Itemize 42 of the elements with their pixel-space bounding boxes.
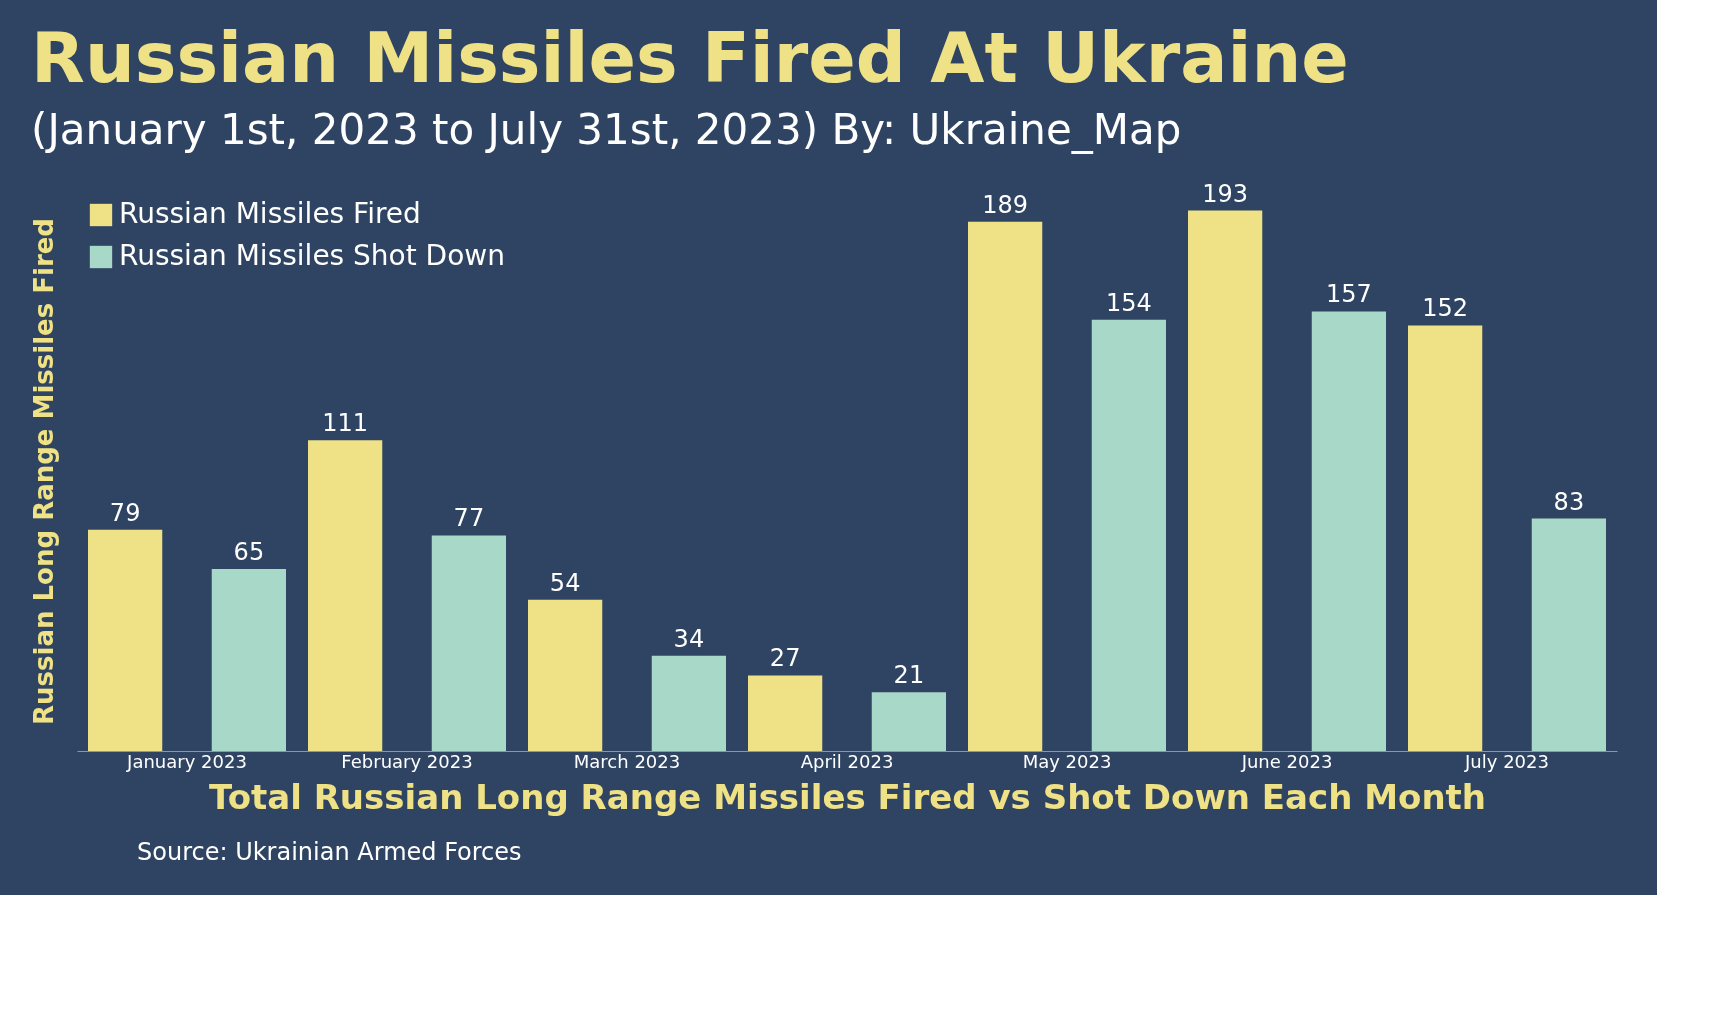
x-tick-label: April 2023: [800, 750, 894, 772]
data-label: 111: [322, 409, 369, 438]
bar: [651, 655, 726, 751]
bar: [968, 221, 1043, 751]
x-tick-label: June 2023: [1240, 750, 1333, 772]
bar: [1311, 311, 1386, 751]
data-label: 189: [982, 190, 1029, 219]
bar: [1408, 325, 1483, 751]
y-axis-title: Russian Long Range Missiles Fired: [28, 218, 59, 725]
data-label: 152: [1422, 294, 1469, 323]
bar: [871, 692, 946, 751]
data-label: 54: [549, 568, 581, 597]
data-label: 193: [1202, 179, 1249, 208]
data-label: 27: [769, 644, 801, 673]
data-label: 157: [1325, 280, 1372, 309]
bar: [748, 675, 823, 751]
data-label: 83: [1553, 487, 1585, 516]
x-tick-label: May 2023: [1022, 750, 1112, 772]
data-label: 65: [233, 538, 265, 566]
data-label: 21: [893, 661, 925, 690]
x-tick-label: January 2023: [126, 750, 247, 772]
x-axis-title: Total Russian Long Range Missiles Fired vs Shot Down Each Month: [208, 776, 1487, 817]
legend-label: Russian Missiles Shot Down: [119, 239, 505, 272]
x-tick-label: February 2023: [341, 750, 473, 772]
data-label: 34: [673, 624, 705, 653]
data-label: 77: [453, 504, 485, 533]
chart-title: Russian Missiles Fired At Ukraine: [31, 16, 1349, 99]
chart-subtitle: (January 1st, 2023 to July 31st, 2023) By: Ukraine_Map: [31, 104, 1182, 154]
legend-label: Russian Missiles Fired: [119, 197, 421, 230]
bar: [1531, 518, 1606, 751]
bar: [308, 440, 383, 751]
bar: [528, 599, 603, 751]
bar: [1188, 210, 1263, 751]
bar: [88, 529, 163, 751]
data-label: 154: [1105, 288, 1152, 317]
bar: [431, 535, 506, 751]
x-tick-label: March 2023: [573, 750, 681, 772]
x-tick-label: July 2023: [1464, 750, 1549, 772]
bar: [211, 569, 286, 751]
source-note: Source: Ukrainian Armed Forces: [137, 838, 522, 866]
bar: [1091, 319, 1166, 751]
data-label: 79: [109, 498, 141, 527]
